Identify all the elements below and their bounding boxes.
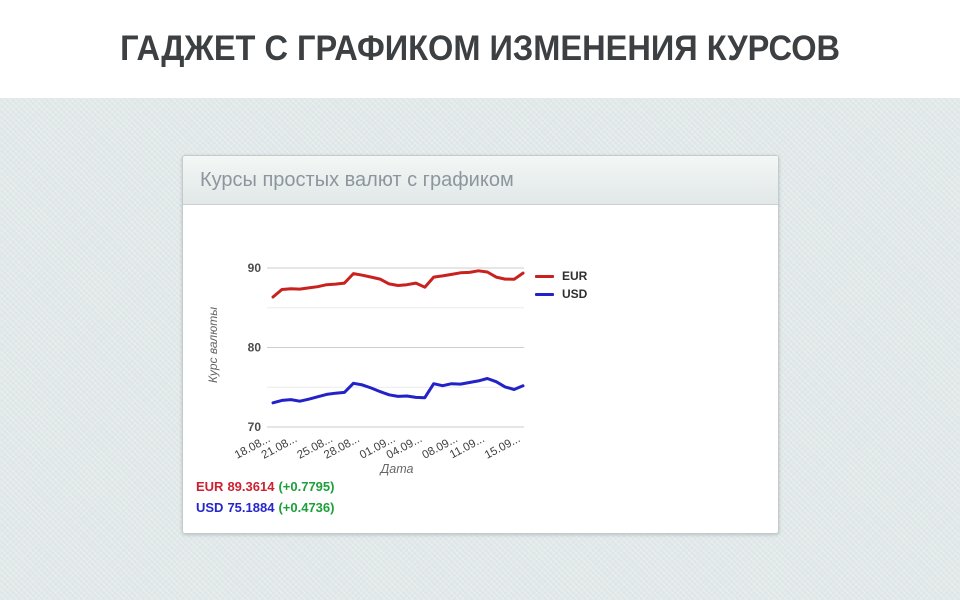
rate-value-eur: 89.3614 <box>227 479 275 494</box>
rate-change-usd: (+0.4736) <box>278 500 335 515</box>
y-axis-title: Курс валюты <box>206 307 220 383</box>
eur-line-swatch-icon <box>535 274 554 278</box>
content-area: Курсы простых валют с графиком 70 80 90 18.… <box>0 98 960 600</box>
usd-line-swatch-icon <box>535 292 554 296</box>
currency-line-chart[interactable]: 70809018.08...21.08...25.08...28.08...01… <box>183 205 778 532</box>
x-axis-title: Дата <box>379 462 414 476</box>
rate-value-usd: 75.1884 <box>227 500 275 515</box>
currency-rates-widget: Курсы простых валют с графиком 70 80 90 18.… <box>182 155 779 534</box>
chart-legend: EUR USD <box>535 267 587 303</box>
x-tick-label: 15.09... <box>483 433 523 462</box>
legend-label-usd: USD <box>562 287 588 301</box>
usd-series-line <box>271 377 525 405</box>
y-tick-label-80: 80 <box>248 341 262 355</box>
rate-change-eur: (+0.7795) <box>278 479 335 494</box>
page-header: ГАДЖЕТ С ГРАФИКОМ ИЗМЕНЕНИЯ КУРСОВ <box>0 0 960 98</box>
widget-header: Курсы простых валют с графиком <box>183 156 778 205</box>
rate-code-usd: USD <box>196 500 224 515</box>
y-tick-label-70: 70 <box>248 420 262 434</box>
y-tick-label-90: 90 <box>248 261 262 275</box>
rate-row-usd: USD 75.1884 (+0.4736) <box>196 497 338 518</box>
legend-label-eur: EUR <box>562 269 588 283</box>
rate-row-eur: EUR 89.3614 (+0.7795) <box>196 476 338 497</box>
eur-series-line <box>271 269 525 299</box>
legend-item-eur: EUR <box>535 267 587 285</box>
legend-item-usd: USD <box>535 285 587 303</box>
rates-summary: EUR 89.3614 (+0.7795) USD 75.1884 (+0.4736) <box>196 476 338 518</box>
page-title: ГАДЖЕТ С ГРАФИКОМ ИЗМЕНЕНИЯ КУРСОВ <box>120 29 840 68</box>
widget-body: 70 80 90 18.08... 21.08... 25.08... 28.08... 01… <box>183 205 778 532</box>
rate-code-eur: EUR <box>196 479 224 494</box>
widget-title: Курсы простых валют с графиком <box>200 168 514 191</box>
